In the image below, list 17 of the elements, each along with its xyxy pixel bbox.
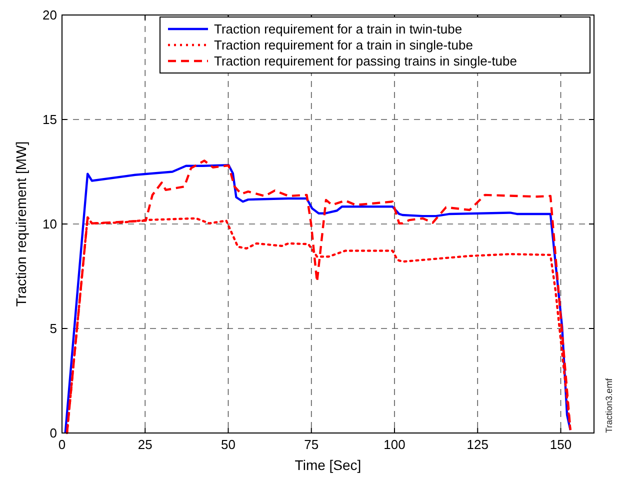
y-tick-label: 15 — [42, 112, 57, 127]
x-tick-label: 75 — [304, 437, 319, 452]
y-tick-label: 10 — [42, 216, 57, 232]
y-tick-label: 0 — [50, 426, 57, 440]
text: Traction3.emf — [604, 378, 614, 433]
x-tick-label: 50 — [221, 437, 236, 452]
x-tick-label: 25 — [138, 437, 152, 452]
y-tick-label: 5 — [50, 321, 57, 336]
x-axis-title: Time [Sec] — [294, 457, 362, 473]
y-tick-label: 20 — [42, 8, 57, 22]
x-tick-label: 125 — [466, 437, 488, 452]
legend-label: Traction requirement for a train in twin-tube — [214, 22, 462, 36]
y-axis-title: Traction requirement [MW] — [13, 141, 29, 307]
x-tick-label: 150 — [550, 437, 572, 452]
x-tick-label: 100 — [384, 437, 406, 452]
legend-label: Traction requirement for passing trains in single-tube — [214, 54, 517, 68]
legend-label: Traction requirement for a train in single-tube — [214, 38, 473, 52]
